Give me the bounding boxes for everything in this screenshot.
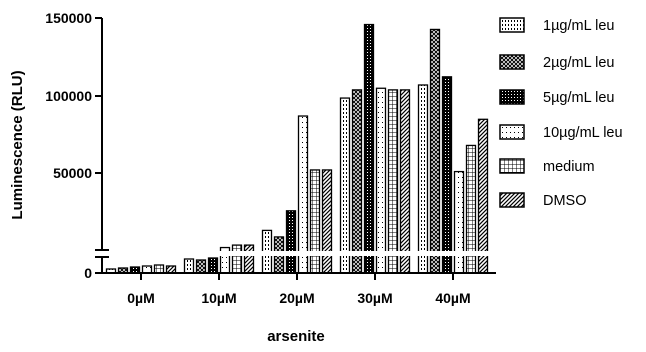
bar bbox=[183, 258, 195, 274]
bar-break-gap bbox=[399, 251, 411, 256]
bar bbox=[321, 169, 333, 274]
bar bbox=[441, 76, 453, 274]
y-tick-label: 150000 bbox=[45, 10, 92, 26]
legend-swatch bbox=[499, 54, 525, 70]
bar bbox=[141, 265, 153, 274]
bar-break-gap bbox=[261, 251, 273, 256]
x-tick-label: 40µM bbox=[435, 290, 470, 306]
bar-break-gap bbox=[429, 251, 441, 256]
x-axis-title: arsenite bbox=[267, 328, 325, 345]
bar-break-gap bbox=[351, 251, 363, 256]
bar bbox=[453, 170, 465, 274]
bar-break-gap bbox=[321, 251, 333, 256]
bar-break-gap bbox=[339, 251, 351, 256]
legend-label: medium bbox=[543, 159, 595, 175]
bar bbox=[417, 84, 429, 274]
bar bbox=[351, 89, 363, 274]
x-tick-label: 10µM bbox=[201, 290, 236, 306]
bar bbox=[429, 28, 441, 274]
bar bbox=[243, 244, 255, 274]
y-tick-label: 0 bbox=[84, 265, 92, 281]
y-tick-label: 50000 bbox=[53, 165, 92, 181]
bar-break-gap bbox=[273, 251, 285, 256]
x-tick-label: 0µM bbox=[127, 290, 155, 306]
bar bbox=[363, 23, 375, 274]
legend-label: 1µg/mL leu bbox=[543, 18, 615, 34]
legend-swatch bbox=[499, 192, 525, 208]
legend-swatch bbox=[499, 124, 525, 140]
legend-item: 1µg/mL leu bbox=[499, 17, 615, 34]
legend-item: 10µg/mL leu bbox=[499, 124, 623, 141]
legend-swatch bbox=[499, 89, 525, 105]
legend-label: 10µg/mL leu bbox=[543, 125, 623, 141]
bar-break-gap bbox=[453, 251, 465, 256]
bar-break-gap bbox=[231, 251, 243, 256]
bar-break-gap bbox=[219, 251, 231, 256]
bar-break-gap bbox=[441, 251, 453, 256]
bar bbox=[477, 118, 489, 274]
legend: 1µg/mL leu 2µg/mL leu 5µg/mL leu 10µg/mL… bbox=[499, 17, 623, 209]
bar bbox=[153, 264, 165, 274]
bar-break-gap bbox=[477, 251, 489, 256]
bar bbox=[195, 259, 207, 274]
bar-break-gap bbox=[297, 251, 309, 256]
plot-area bbox=[105, 23, 489, 274]
bar-break-gap bbox=[387, 251, 399, 256]
bar-break-gap bbox=[243, 251, 255, 256]
legend-item: DMSO bbox=[499, 192, 587, 209]
bar bbox=[309, 169, 321, 274]
legend-label: 5µg/mL leu bbox=[543, 90, 615, 106]
legend-label: 2µg/mL leu bbox=[543, 55, 615, 71]
bar bbox=[387, 89, 399, 274]
legend-item: medium bbox=[499, 158, 595, 175]
bar-break-gap bbox=[285, 251, 297, 256]
bar bbox=[285, 210, 297, 274]
legend-label: DMSO bbox=[543, 193, 587, 209]
x-tick-label: 20µM bbox=[279, 290, 314, 306]
y-axis-title: Luminescence (RLU) bbox=[9, 70, 26, 219]
bar bbox=[399, 89, 411, 274]
bar-break-gap bbox=[309, 251, 321, 256]
bar-break-gap bbox=[417, 251, 429, 256]
legend-swatch bbox=[499, 158, 525, 174]
bar-break-gap bbox=[363, 251, 375, 256]
bar bbox=[297, 115, 309, 274]
bar bbox=[375, 87, 387, 274]
bar-break-gap bbox=[465, 251, 477, 256]
legend-item: 5µg/mL leu bbox=[499, 89, 615, 106]
bar-break-gap bbox=[375, 251, 387, 256]
bar bbox=[165, 265, 177, 274]
legend-swatch bbox=[499, 17, 525, 33]
legend-item: 2µg/mL leu bbox=[499, 54, 615, 71]
bar bbox=[207, 257, 219, 274]
x-tick-label: 30µM bbox=[357, 290, 392, 306]
bar bbox=[339, 97, 351, 274]
bar bbox=[231, 244, 243, 274]
y-tick-label: 100000 bbox=[45, 88, 92, 104]
